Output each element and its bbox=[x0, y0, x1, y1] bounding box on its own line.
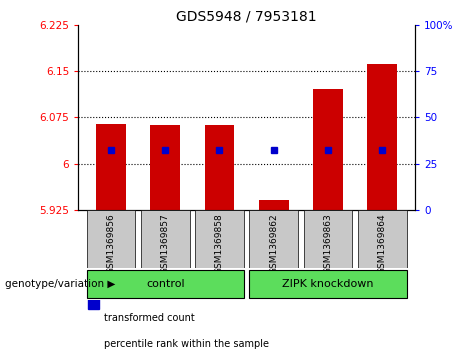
FancyBboxPatch shape bbox=[141, 210, 189, 268]
Text: GSM1369863: GSM1369863 bbox=[324, 213, 332, 274]
FancyBboxPatch shape bbox=[249, 270, 407, 298]
Bar bbox=[150, 125, 180, 210]
Text: GSM1369858: GSM1369858 bbox=[215, 213, 224, 274]
Text: GSM1369862: GSM1369862 bbox=[269, 213, 278, 274]
Text: GSM1369857: GSM1369857 bbox=[161, 213, 170, 274]
Bar bbox=[313, 89, 343, 210]
FancyBboxPatch shape bbox=[304, 210, 353, 268]
Bar bbox=[259, 200, 289, 210]
FancyBboxPatch shape bbox=[87, 210, 136, 268]
Text: GSM1369856: GSM1369856 bbox=[106, 213, 115, 274]
FancyBboxPatch shape bbox=[249, 210, 298, 268]
Bar bbox=[205, 125, 235, 210]
FancyBboxPatch shape bbox=[358, 210, 407, 268]
Bar bbox=[367, 64, 397, 210]
FancyBboxPatch shape bbox=[87, 270, 244, 298]
Text: genotype/variation ▶: genotype/variation ▶ bbox=[5, 279, 115, 289]
Title: GDS5948 / 7953181: GDS5948 / 7953181 bbox=[176, 10, 317, 24]
Text: control: control bbox=[146, 279, 184, 289]
Text: transformed count: transformed count bbox=[104, 313, 195, 323]
FancyBboxPatch shape bbox=[195, 210, 244, 268]
Text: GSM1369864: GSM1369864 bbox=[378, 213, 387, 274]
Bar bbox=[88, 36, 99, 163]
Text: percentile rank within the sample: percentile rank within the sample bbox=[104, 339, 269, 349]
Text: ZIPK knockdown: ZIPK knockdown bbox=[282, 279, 374, 289]
Bar bbox=[88, 182, 99, 309]
Bar bbox=[96, 124, 126, 210]
